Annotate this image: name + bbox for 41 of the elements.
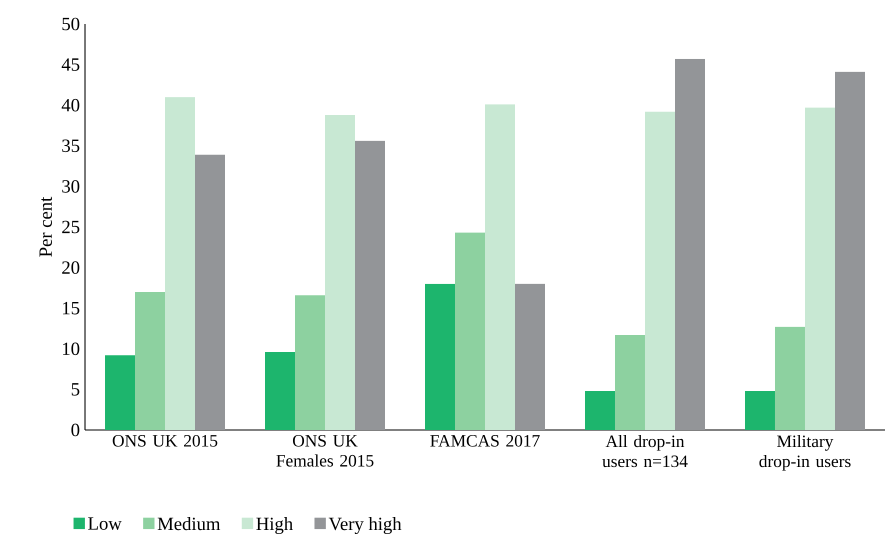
y-tick-label: 0 (71, 424, 80, 436)
x-tick-label: All drop-in users n=134 (602, 434, 688, 468)
x-tick-label: FAMCAS 2017 (430, 434, 540, 447)
bar (425, 284, 455, 430)
legend-label: Low (88, 517, 122, 530)
bar (615, 334, 645, 430)
y-tick-label: 5 (72, 383, 80, 396)
bar (295, 295, 325, 430)
y-tick-label: 45 (62, 58, 80, 71)
bar (165, 97, 196, 430)
y-tick-label: 10 (62, 342, 80, 356)
bar (455, 232, 485, 430)
y-tick-label: 25 (62, 220, 80, 234)
legend-label: High (256, 517, 293, 534)
bar (584, 391, 615, 430)
bar (265, 352, 296, 430)
y-tick-label: 20 (62, 261, 80, 274)
y-axis-title: Per cent (40, 196, 52, 257)
y-tick-label: 50 (62, 18, 80, 30)
y-tick-label: 15 (62, 302, 80, 314)
legend-label: Medium (158, 517, 220, 530)
x-tick-label: ONS UK 2015 (112, 434, 218, 447)
bar (804, 108, 835, 430)
y-tick-label: 35 (62, 140, 80, 152)
bar (325, 114, 356, 430)
x-tick-label: ONS UK Females 2015 (276, 434, 374, 467)
x-tick-label: Military drop-in users (759, 434, 851, 471)
bar (644, 112, 675, 430)
bar (355, 140, 386, 430)
bar (514, 284, 545, 430)
y-tick-label: 40 (62, 98, 80, 112)
legend-label: Very high (328, 517, 402, 534)
bar (774, 326, 805, 430)
y-tick-label: 30 (62, 180, 80, 193)
bar (195, 154, 226, 430)
bar (135, 292, 166, 430)
bar (674, 58, 705, 430)
bar (485, 104, 515, 430)
bar (834, 72, 865, 430)
bar (744, 391, 775, 430)
bar (105, 355, 136, 430)
